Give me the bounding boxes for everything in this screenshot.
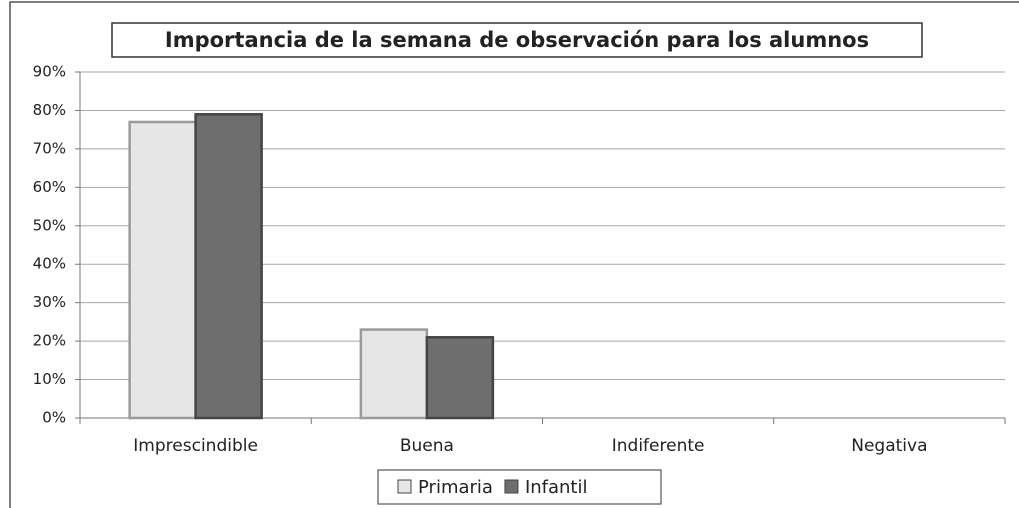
y-tick-label: 10% [33,370,66,388]
bar [128,120,197,420]
legend-swatch [397,479,412,494]
y-tick-label: 20% [33,332,66,350]
y-tick-label: 70% [33,139,66,157]
y-tick-label: 80% [33,101,66,119]
x-tick-label: Indiferente [612,436,705,456]
legend-swatch [504,479,519,494]
y-tick-label: 0% [42,409,66,427]
y-tick-label: 40% [33,255,66,273]
y-tick-label: 60% [33,178,66,196]
title-box [111,22,923,58]
chart-title: Importancia de la semana de observación … [165,28,869,52]
x-tick-label: Imprescindible [133,436,258,456]
x-tick-label: Buena [400,436,454,456]
bar [194,113,263,420]
bar [359,328,429,420]
y-tick-label: 90% [33,63,66,81]
y-tick-label: 50% [33,216,66,234]
legend-box [377,469,662,505]
legend-label: Infantil [525,477,588,498]
y-tick-label: 30% [33,293,66,311]
legend-label: Primaria [418,477,493,498]
x-tick-label: Negativa [851,436,927,456]
bar [425,336,495,420]
